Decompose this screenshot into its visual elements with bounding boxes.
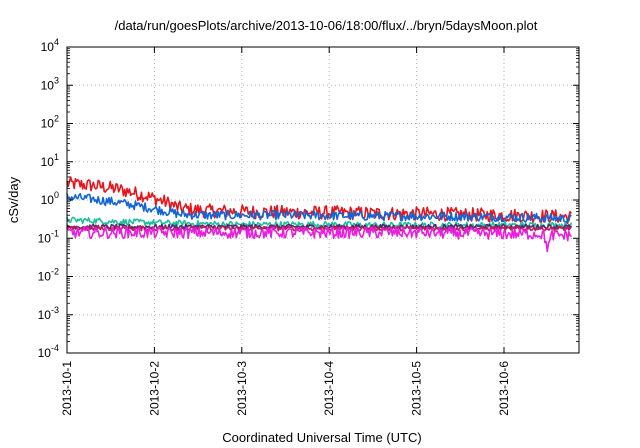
- x-axis-label: Coordinated Universal Time (UTC): [222, 430, 421, 445]
- y-tick-label: 10-4: [38, 343, 59, 360]
- y-tick-label: 10-3: [38, 305, 59, 322]
- ticks: 104 103 102 101 100 10-1 10-2 10-3 10-42013-10-1…: [38, 37, 579, 416]
- chart-title: /data/run/goesPlots/archive/2013-10-06/1…: [115, 18, 538, 33]
- y-tick-label: 10-1: [38, 228, 59, 245]
- y-tick-label: 103: [41, 75, 59, 92]
- x-tick-label: 2013-10-2: [147, 361, 161, 416]
- series-line: [66, 225, 572, 232]
- x-tick-label: 2013-10-5: [410, 361, 424, 416]
- x-tick-label: 2013-10-3: [235, 361, 249, 416]
- y-axis-label: cSv/day: [6, 176, 21, 223]
- y-tick-label: 104: [41, 37, 59, 54]
- series-layer: [66, 176, 573, 253]
- series-line: [66, 193, 572, 224]
- y-tick-label: 101: [41, 152, 59, 169]
- x-tick-label: 2013-10-4: [322, 361, 336, 416]
- series-line: [66, 226, 572, 253]
- y-tick-label: 100: [41, 190, 59, 207]
- series-line: [66, 176, 572, 225]
- y-tick-label: 102: [41, 114, 59, 131]
- x-tick-label: 2013-10-1: [60, 361, 74, 416]
- x-tick-label: 2013-10-6: [497, 361, 511, 416]
- y-tick-label: 10-2: [38, 267, 59, 284]
